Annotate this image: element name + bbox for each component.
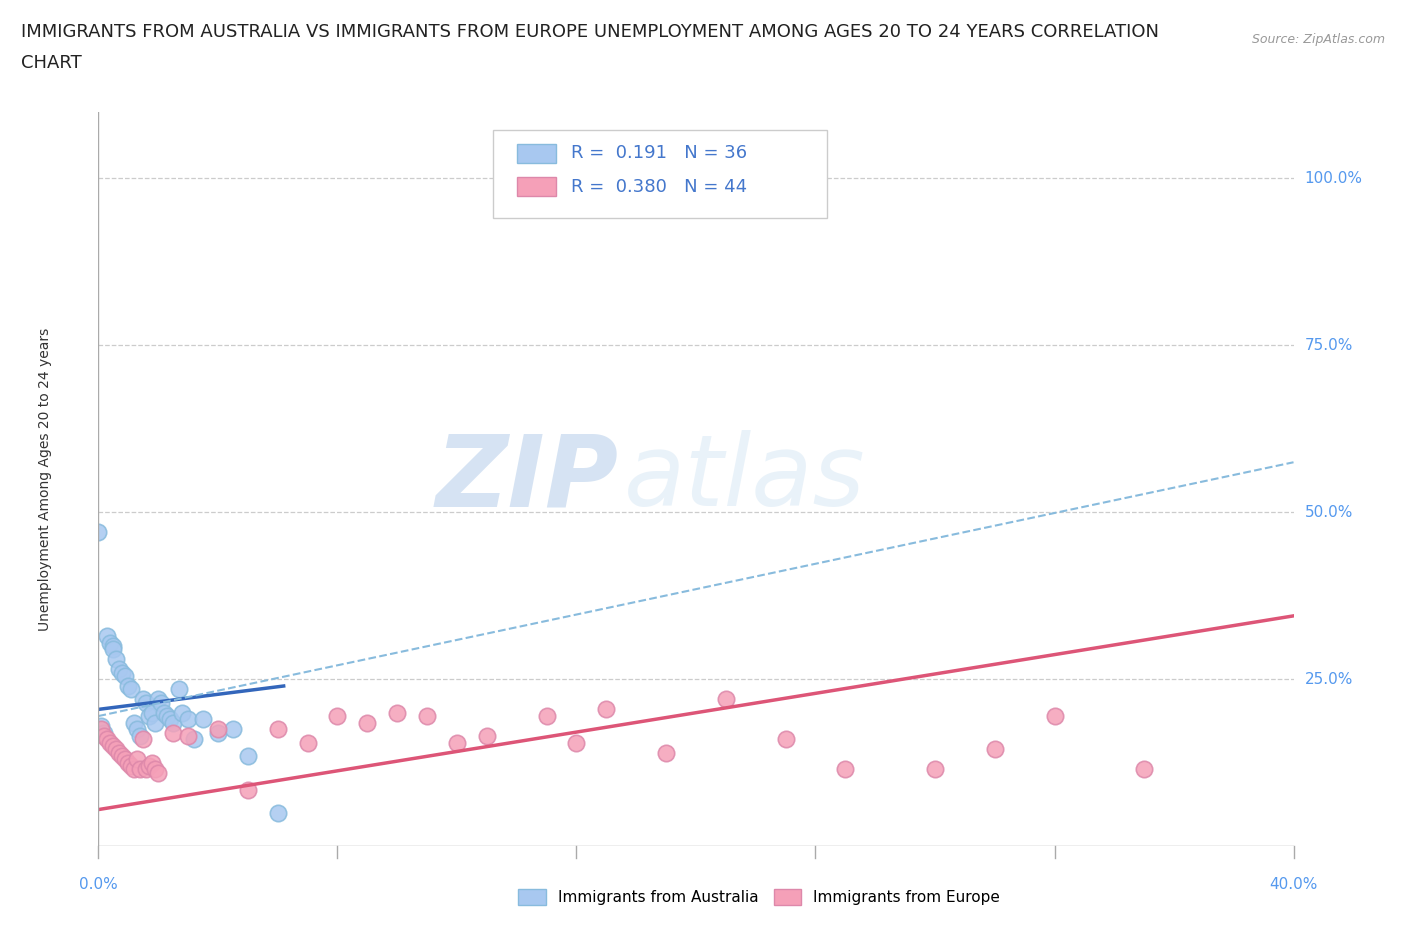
Point bbox=[117, 679, 139, 694]
Text: R =  0.191   N = 36: R = 0.191 N = 36 bbox=[571, 144, 748, 163]
Point bbox=[135, 696, 157, 711]
Point bbox=[156, 709, 179, 724]
Point bbox=[267, 805, 290, 820]
Point bbox=[93, 729, 115, 744]
Point bbox=[132, 732, 155, 747]
Point bbox=[775, 732, 797, 747]
Point bbox=[103, 639, 125, 654]
Point bbox=[132, 692, 155, 707]
Point bbox=[267, 722, 290, 737]
Point bbox=[236, 749, 259, 764]
Legend: Immigrants from Australia, Immigrants from Europe: Immigrants from Australia, Immigrants fr… bbox=[510, 882, 1008, 913]
Point bbox=[536, 709, 558, 724]
Point bbox=[143, 715, 166, 730]
Point bbox=[96, 732, 118, 747]
FancyBboxPatch shape bbox=[517, 177, 555, 196]
Point bbox=[714, 692, 737, 707]
Point bbox=[90, 722, 112, 737]
Text: ZIP: ZIP bbox=[436, 431, 619, 527]
Point bbox=[150, 696, 173, 711]
Point bbox=[124, 715, 146, 730]
Point bbox=[120, 759, 142, 774]
Text: 40.0%: 40.0% bbox=[1270, 877, 1317, 892]
Point bbox=[138, 759, 160, 774]
Point bbox=[222, 722, 245, 737]
Point bbox=[416, 709, 439, 724]
Point bbox=[98, 736, 122, 751]
Point bbox=[120, 682, 142, 697]
Point bbox=[207, 725, 229, 740]
Point bbox=[162, 725, 184, 740]
Point bbox=[111, 749, 134, 764]
Point bbox=[177, 712, 200, 727]
Point bbox=[475, 729, 498, 744]
Text: 50.0%: 50.0% bbox=[1305, 505, 1353, 520]
Point bbox=[191, 712, 214, 727]
Text: Unemployment Among Ages 20 to 24 years: Unemployment Among Ages 20 to 24 years bbox=[38, 327, 52, 631]
Point bbox=[297, 736, 319, 751]
FancyBboxPatch shape bbox=[494, 130, 828, 219]
Point bbox=[148, 765, 170, 780]
Point bbox=[108, 662, 131, 677]
Text: atlas: atlas bbox=[624, 431, 866, 527]
Point bbox=[87, 525, 110, 539]
Point bbox=[108, 745, 131, 760]
Point bbox=[111, 665, 134, 680]
Text: 0.0%: 0.0% bbox=[79, 877, 118, 892]
Point bbox=[207, 722, 229, 737]
Point bbox=[141, 705, 163, 720]
Point bbox=[103, 738, 125, 753]
Point bbox=[105, 742, 128, 757]
Point bbox=[924, 762, 946, 777]
Text: R =  0.380   N = 44: R = 0.380 N = 44 bbox=[571, 178, 748, 195]
Text: Source: ZipAtlas.com: Source: ZipAtlas.com bbox=[1251, 33, 1385, 46]
Point bbox=[595, 702, 617, 717]
Point bbox=[103, 642, 125, 657]
Point bbox=[124, 762, 146, 777]
Point bbox=[127, 722, 149, 737]
Point bbox=[183, 732, 205, 747]
Point bbox=[98, 635, 122, 650]
Point bbox=[90, 719, 112, 734]
FancyBboxPatch shape bbox=[517, 144, 555, 163]
Point bbox=[114, 752, 136, 767]
Point bbox=[143, 762, 166, 777]
Point bbox=[446, 736, 468, 751]
Point bbox=[127, 752, 149, 767]
Text: IMMIGRANTS FROM AUSTRALIA VS IMMIGRANTS FROM EUROPE UNEMPLOYMENT AMONG AGES 20 T: IMMIGRANTS FROM AUSTRALIA VS IMMIGRANTS … bbox=[21, 23, 1159, 41]
Text: 75.0%: 75.0% bbox=[1305, 338, 1353, 352]
Point bbox=[177, 729, 200, 744]
Point bbox=[148, 692, 170, 707]
Point bbox=[834, 762, 856, 777]
Point bbox=[117, 755, 139, 770]
Text: 25.0%: 25.0% bbox=[1305, 671, 1353, 687]
Point bbox=[236, 782, 259, 797]
Point bbox=[1043, 709, 1066, 724]
Point bbox=[93, 725, 115, 740]
Point bbox=[565, 736, 588, 751]
Point bbox=[129, 762, 152, 777]
Point bbox=[129, 729, 152, 744]
Point bbox=[385, 705, 409, 720]
Point bbox=[96, 629, 118, 644]
Point bbox=[326, 709, 349, 724]
Point bbox=[114, 669, 136, 684]
Point bbox=[141, 755, 163, 770]
Point bbox=[655, 745, 678, 760]
Point bbox=[162, 715, 184, 730]
Point bbox=[167, 682, 190, 697]
Point bbox=[984, 742, 1007, 757]
Point bbox=[356, 715, 378, 730]
Point bbox=[135, 762, 157, 777]
Point bbox=[159, 712, 181, 727]
Text: 100.0%: 100.0% bbox=[1305, 171, 1362, 186]
Point bbox=[1133, 762, 1156, 777]
Text: CHART: CHART bbox=[21, 54, 82, 72]
Point bbox=[172, 705, 194, 720]
Point bbox=[153, 705, 176, 720]
Point bbox=[105, 652, 128, 667]
Point bbox=[138, 709, 160, 724]
